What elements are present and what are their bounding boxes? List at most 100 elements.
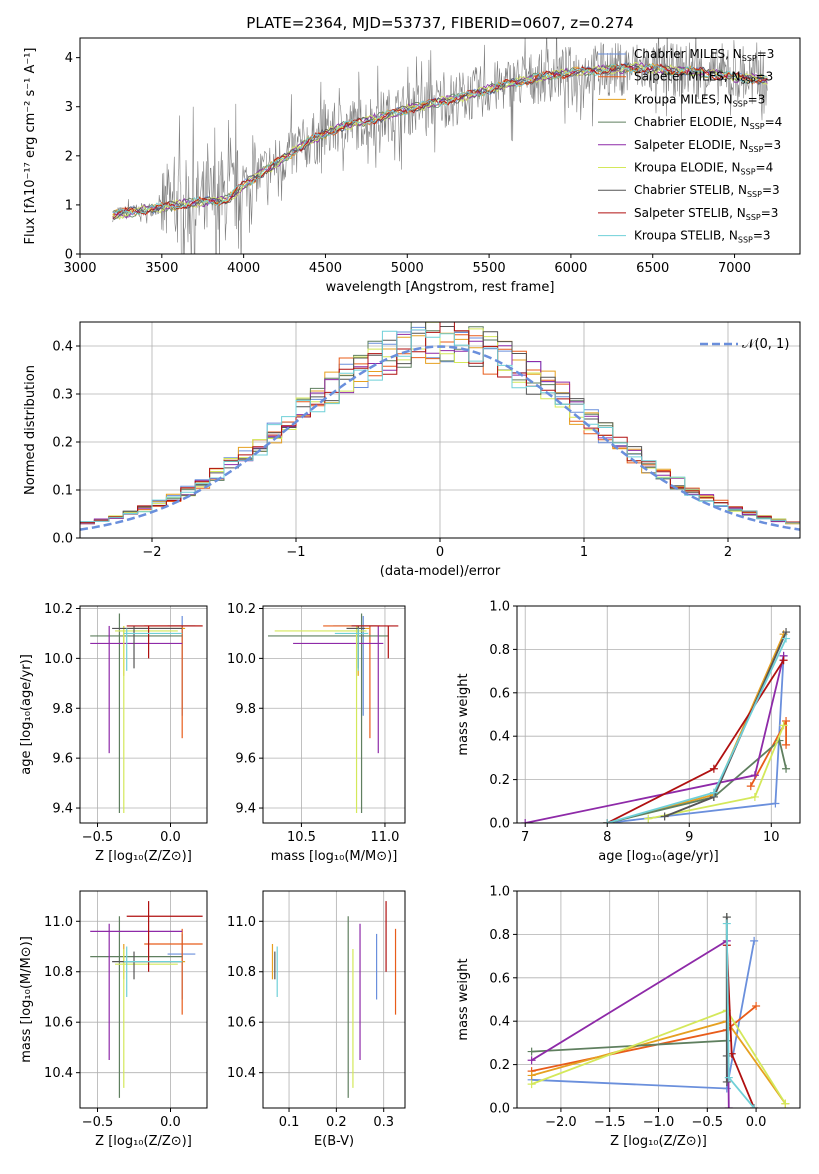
y-tick-label: 4 [65, 51, 73, 66]
residual-panel: −2 −1 0 1 2 0.0 0.1 0.2 0.3 0.4 (data-model)/error… [23, 321, 801, 579]
weight-marker [779, 656, 788, 665]
plot-area [521, 628, 791, 823]
y-tick-label: 10.0 [227, 652, 256, 667]
legend-entry: Chabrier STELIB, NSSP=3 [634, 183, 780, 199]
x-tick-label: 0.2 [326, 1115, 347, 1130]
y-tick-label: 0 [65, 248, 73, 263]
y-tick-label: 10.4 [44, 1066, 73, 1081]
legend-text: Chabrier MILES, N [634, 47, 742, 61]
y-axis-label: age [log₁₀(age/yr)] [19, 654, 34, 775]
legend-text: Chabrier STELIB, N [634, 183, 747, 197]
legend-text: Kroupa STELIB, N [634, 229, 738, 243]
y-tick-label: 0.2 [489, 1058, 510, 1073]
legend-entry: Kroupa STELIB, NSSP=3 [634, 229, 771, 245]
x-tick-label: 4500 [309, 261, 342, 276]
legend-suffix: =3 [748, 92, 766, 106]
weight-marker [660, 812, 669, 821]
y-tick-label: 9.4 [52, 802, 73, 817]
y-axis-label: Flux [fλ10⁻¹⁷ erg cm⁻² s⁻¹ A⁻¹] [23, 48, 38, 245]
weight-marker [752, 1002, 761, 1011]
y-tick-label: 11.0 [44, 915, 73, 930]
legend-suffix: =3 [761, 206, 779, 220]
x-tick-label: 1 [580, 545, 588, 560]
legend-entry: Kroupa MILES, NSSP=3 [634, 92, 765, 108]
legend-entry: Kroupa ELODIE, NSSP=4 [634, 161, 773, 177]
x-tick-label: 3000 [63, 261, 96, 276]
weight-marker [782, 740, 791, 749]
legend-entry: Salpeter STELIB, NSSP=3 [634, 206, 778, 222]
y-tick-label: 10.2 [227, 602, 256, 617]
y-tick-label: 9.4 [235, 802, 256, 817]
x-tick-label: 0.0 [160, 830, 181, 845]
weight-marker [603, 819, 612, 823]
y-tick-label: 10.6 [44, 1016, 73, 1031]
x-tick-label: 0.0 [160, 1115, 181, 1130]
weight-line [525, 655, 785, 823]
weight-marker [750, 1104, 759, 1108]
y-tick-label: 1.0 [489, 600, 510, 615]
legend-sub: SSP [747, 190, 762, 199]
legend-suffix: =3 [762, 183, 780, 197]
weight-marker [750, 771, 759, 780]
weight-marker [779, 721, 788, 730]
y-tick-label: 10.6 [227, 1016, 256, 1031]
y-tick-label: 10.8 [227, 965, 256, 980]
x-tick-label: 4000 [227, 261, 260, 276]
y-tick-label: 3 [65, 100, 73, 115]
weight-marker [527, 1071, 536, 1080]
x-tick-label: 2 [724, 545, 732, 560]
y-tick-label: 0.6 [489, 971, 510, 986]
axes-frame [79, 37, 801, 255]
x-tick-label: 7000 [718, 261, 751, 276]
age-vs-mass-panel: 10.5 11.0 9.4 9.6 9.8 10.0 10.2 mass [log₁₀(M/M… [227, 602, 406, 864]
x-tick-label: 7 [521, 830, 529, 845]
weight-marker [771, 799, 780, 808]
x-tick-label: 9 [685, 830, 693, 845]
model-spectrum-line [112, 63, 768, 216]
plot-area [112, 38, 768, 254]
y-tick-label: 0.2 [489, 773, 510, 788]
x-tick-label: 10 [763, 830, 780, 845]
weight-marker [724, 1104, 733, 1108]
weight-marker [724, 1073, 733, 1082]
x-tick-label: 5000 [391, 261, 424, 276]
y-tick-label: 0.2 [52, 436, 73, 451]
legend-sub: SSP [741, 168, 756, 177]
axes-frame [516, 890, 801, 1109]
x-tick-label: 6000 [554, 261, 587, 276]
gaussian-legend-label: 𝒩(0, 1) [742, 337, 789, 352]
weight-marker [722, 1051, 731, 1060]
legend-sub: SSP [750, 122, 765, 131]
weight-marker [527, 1080, 536, 1089]
weight-line [606, 633, 785, 823]
legend-suffix: =3 [757, 47, 775, 61]
legend-suffix: =4 [765, 115, 783, 129]
y-tick-label: 0.0 [489, 1102, 510, 1117]
x-axis-label: (data-model)/error [380, 564, 501, 579]
x-axis-label: mass [log₁₀(M/M⊙)] [271, 849, 398, 864]
y-axis-label: mass weight [456, 958, 471, 1040]
plot-area [271, 901, 397, 1098]
legend-sub: SSP [742, 54, 757, 63]
legend-sub: SSP [733, 99, 748, 108]
weight-marker [527, 1047, 536, 1056]
weight-marker [644, 814, 653, 823]
weight-marker [722, 1077, 731, 1086]
y-tick-label: 1 [65, 198, 73, 213]
x-tick-label: 5500 [473, 261, 506, 276]
x-tick-label: 6500 [636, 261, 669, 276]
x-axis-label: Z [log₁₀(Z/Z⊙)] [610, 1134, 707, 1149]
gaussian-curve [80, 345, 800, 531]
x-tick-label: −0.5 [692, 1115, 724, 1130]
x-tick-label: 0.3 [373, 1115, 394, 1130]
x-tick-label: 11.0 [370, 830, 399, 845]
x-tick-label: −1.5 [594, 1115, 626, 1130]
plot-area [527, 913, 790, 1108]
y-tick-label: 1.0 [489, 885, 510, 900]
x-tick-label: 8 [603, 830, 611, 845]
legend-suffix: =3 [753, 229, 771, 243]
weight-marker [746, 782, 755, 791]
plot-area [268, 613, 399, 814]
